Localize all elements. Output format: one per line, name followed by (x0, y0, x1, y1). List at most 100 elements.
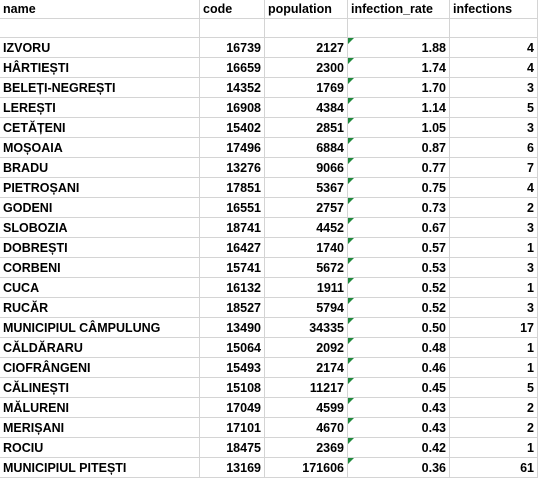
value-cell[interactable]: 16908 (200, 98, 265, 118)
value-cell[interactable]: 1740 (265, 238, 348, 258)
value-cell[interactable]: 0.45 (348, 378, 450, 398)
value-cell[interactable]: 0.46 (348, 358, 450, 378)
name-cell[interactable]: GODENI (0, 198, 200, 218)
value-cell[interactable]: 9066 (265, 158, 348, 178)
value-cell[interactable]: 17049 (200, 398, 265, 418)
value-cell[interactable]: 4599 (265, 398, 348, 418)
name-cell[interactable]: MOȘOAIA (0, 138, 200, 158)
name-cell[interactable]: DOBREȘTI (0, 238, 200, 258)
value-cell[interactable]: 2 (450, 418, 538, 438)
value-cell[interactable]: 1.74 (348, 58, 450, 78)
value-cell[interactable]: 7 (450, 158, 538, 178)
value-cell[interactable]: 61 (450, 458, 538, 478)
empty-cell[interactable] (0, 19, 200, 38)
value-cell[interactable]: 3 (450, 258, 538, 278)
name-cell[interactable]: CORBENI (0, 258, 200, 278)
value-cell[interactable]: 34335 (265, 318, 348, 338)
value-cell[interactable]: 18475 (200, 438, 265, 458)
name-cell[interactable]: BELEȚI-NEGREȘTI (0, 78, 200, 98)
empty-cell[interactable] (200, 19, 265, 38)
value-cell[interactable]: 0.75 (348, 178, 450, 198)
value-cell[interactable]: 15064 (200, 338, 265, 358)
value-cell[interactable]: 0.77 (348, 158, 450, 178)
value-cell[interactable]: 18741 (200, 218, 265, 238)
value-cell[interactable]: 4384 (265, 98, 348, 118)
value-cell[interactable]: 0.43 (348, 418, 450, 438)
value-cell[interactable]: 2174 (265, 358, 348, 378)
value-cell[interactable]: 1769 (265, 78, 348, 98)
value-cell[interactable]: 1.70 (348, 78, 450, 98)
value-cell[interactable]: 18527 (200, 298, 265, 318)
name-cell[interactable]: CUCA (0, 278, 200, 298)
name-cell[interactable]: PIETROȘANI (0, 178, 200, 198)
value-cell[interactable]: 0.52 (348, 298, 450, 318)
name-cell[interactable]: IZVORU (0, 38, 200, 58)
value-cell[interactable]: 4452 (265, 218, 348, 238)
value-cell[interactable]: 15108 (200, 378, 265, 398)
name-cell[interactable]: MUNICIPIUL PITEȘTI (0, 458, 200, 478)
name-cell[interactable]: MERIȘANI (0, 418, 200, 438)
value-cell[interactable]: 1911 (265, 278, 348, 298)
value-cell[interactable]: 2092 (265, 338, 348, 358)
header-cell[interactable]: infection_rate (348, 0, 450, 19)
value-cell[interactable]: 2 (450, 398, 538, 418)
value-cell[interactable]: 1.88 (348, 38, 450, 58)
value-cell[interactable]: 1 (450, 438, 538, 458)
name-cell[interactable]: CETĂȚENI (0, 118, 200, 138)
value-cell[interactable]: 2127 (265, 38, 348, 58)
value-cell[interactable]: 4670 (265, 418, 348, 438)
value-cell[interactable]: 5 (450, 98, 538, 118)
value-cell[interactable]: 16659 (200, 58, 265, 78)
value-cell[interactable]: 1 (450, 238, 538, 258)
value-cell[interactable]: 13490 (200, 318, 265, 338)
name-cell[interactable]: BRADU (0, 158, 200, 178)
name-cell[interactable]: MĂLURENI (0, 398, 200, 418)
value-cell[interactable]: 17101 (200, 418, 265, 438)
value-cell[interactable]: 0.53 (348, 258, 450, 278)
value-cell[interactable]: 14352 (200, 78, 265, 98)
empty-cell[interactable] (348, 19, 450, 38)
value-cell[interactable]: 2757 (265, 198, 348, 218)
value-cell[interactable]: 2 (450, 198, 538, 218)
value-cell[interactable]: 0.48 (348, 338, 450, 358)
value-cell[interactable]: 5367 (265, 178, 348, 198)
value-cell[interactable]: 6884 (265, 138, 348, 158)
value-cell[interactable]: 5794 (265, 298, 348, 318)
value-cell[interactable]: 11217 (265, 378, 348, 398)
value-cell[interactable]: 3 (450, 218, 538, 238)
value-cell[interactable]: 16427 (200, 238, 265, 258)
value-cell[interactable]: 15402 (200, 118, 265, 138)
value-cell[interactable]: 0.57 (348, 238, 450, 258)
value-cell[interactable]: 6 (450, 138, 538, 158)
value-cell[interactable]: 2300 (265, 58, 348, 78)
value-cell[interactable]: 0.43 (348, 398, 450, 418)
name-cell[interactable]: HÂRTIEȘTI (0, 58, 200, 78)
value-cell[interactable]: 1.14 (348, 98, 450, 118)
value-cell[interactable]: 0.42 (348, 438, 450, 458)
value-cell[interactable]: 3 (450, 298, 538, 318)
name-cell[interactable]: CIOFRÂNGENI (0, 358, 200, 378)
value-cell[interactable]: 1 (450, 278, 538, 298)
value-cell[interactable]: 1 (450, 338, 538, 358)
empty-cell[interactable] (265, 19, 348, 38)
name-cell[interactable]: ROCIU (0, 438, 200, 458)
value-cell[interactable]: 17496 (200, 138, 265, 158)
name-cell[interactable]: LEREȘTI (0, 98, 200, 118)
value-cell[interactable]: 0.73 (348, 198, 450, 218)
value-cell[interactable]: 0.67 (348, 218, 450, 238)
value-cell[interactable]: 0.36 (348, 458, 450, 478)
value-cell[interactable]: 5672 (265, 258, 348, 278)
value-cell[interactable]: 17851 (200, 178, 265, 198)
value-cell[interactable]: 5 (450, 378, 538, 398)
value-cell[interactable]: 3 (450, 118, 538, 138)
value-cell[interactable]: 0.87 (348, 138, 450, 158)
value-cell[interactable]: 2851 (265, 118, 348, 138)
value-cell[interactable]: 15493 (200, 358, 265, 378)
value-cell[interactable]: 0.50 (348, 318, 450, 338)
header-cell[interactable]: code (200, 0, 265, 19)
value-cell[interactable]: 1 (450, 358, 538, 378)
value-cell[interactable]: 4 (450, 38, 538, 58)
header-cell[interactable]: population (265, 0, 348, 19)
value-cell[interactable]: 16551 (200, 198, 265, 218)
value-cell[interactable]: 0.52 (348, 278, 450, 298)
